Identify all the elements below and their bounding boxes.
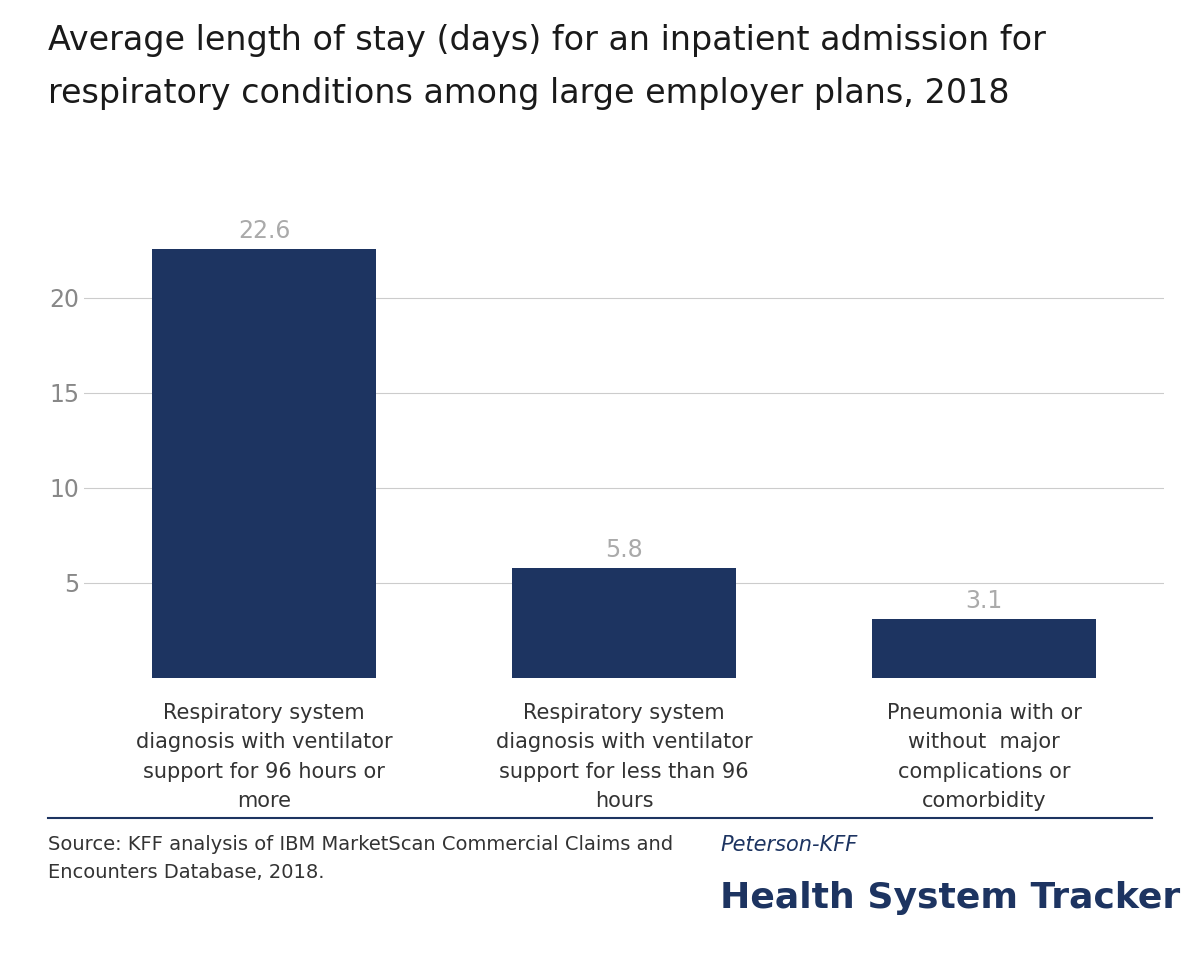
Text: Source: KFF analysis of IBM MarketScan Commercial Claims and
Encounters Database: Source: KFF analysis of IBM MarketScan C… (48, 835, 673, 883)
Text: 5.8: 5.8 (605, 538, 643, 561)
Text: respiratory conditions among large employer plans, 2018: respiratory conditions among large emplo… (48, 77, 1009, 110)
Bar (512, 567, 736, 678)
Bar (872, 619, 1096, 678)
Text: Average length of stay (days) for an inpatient admission for: Average length of stay (days) for an inp… (48, 24, 1046, 57)
Text: 3.1: 3.1 (965, 590, 1003, 613)
Text: Peterson-KFF: Peterson-KFF (720, 835, 857, 856)
Bar (152, 249, 376, 678)
Text: Health System Tracker: Health System Tracker (720, 881, 1181, 915)
Text: 22.6: 22.6 (238, 219, 290, 243)
